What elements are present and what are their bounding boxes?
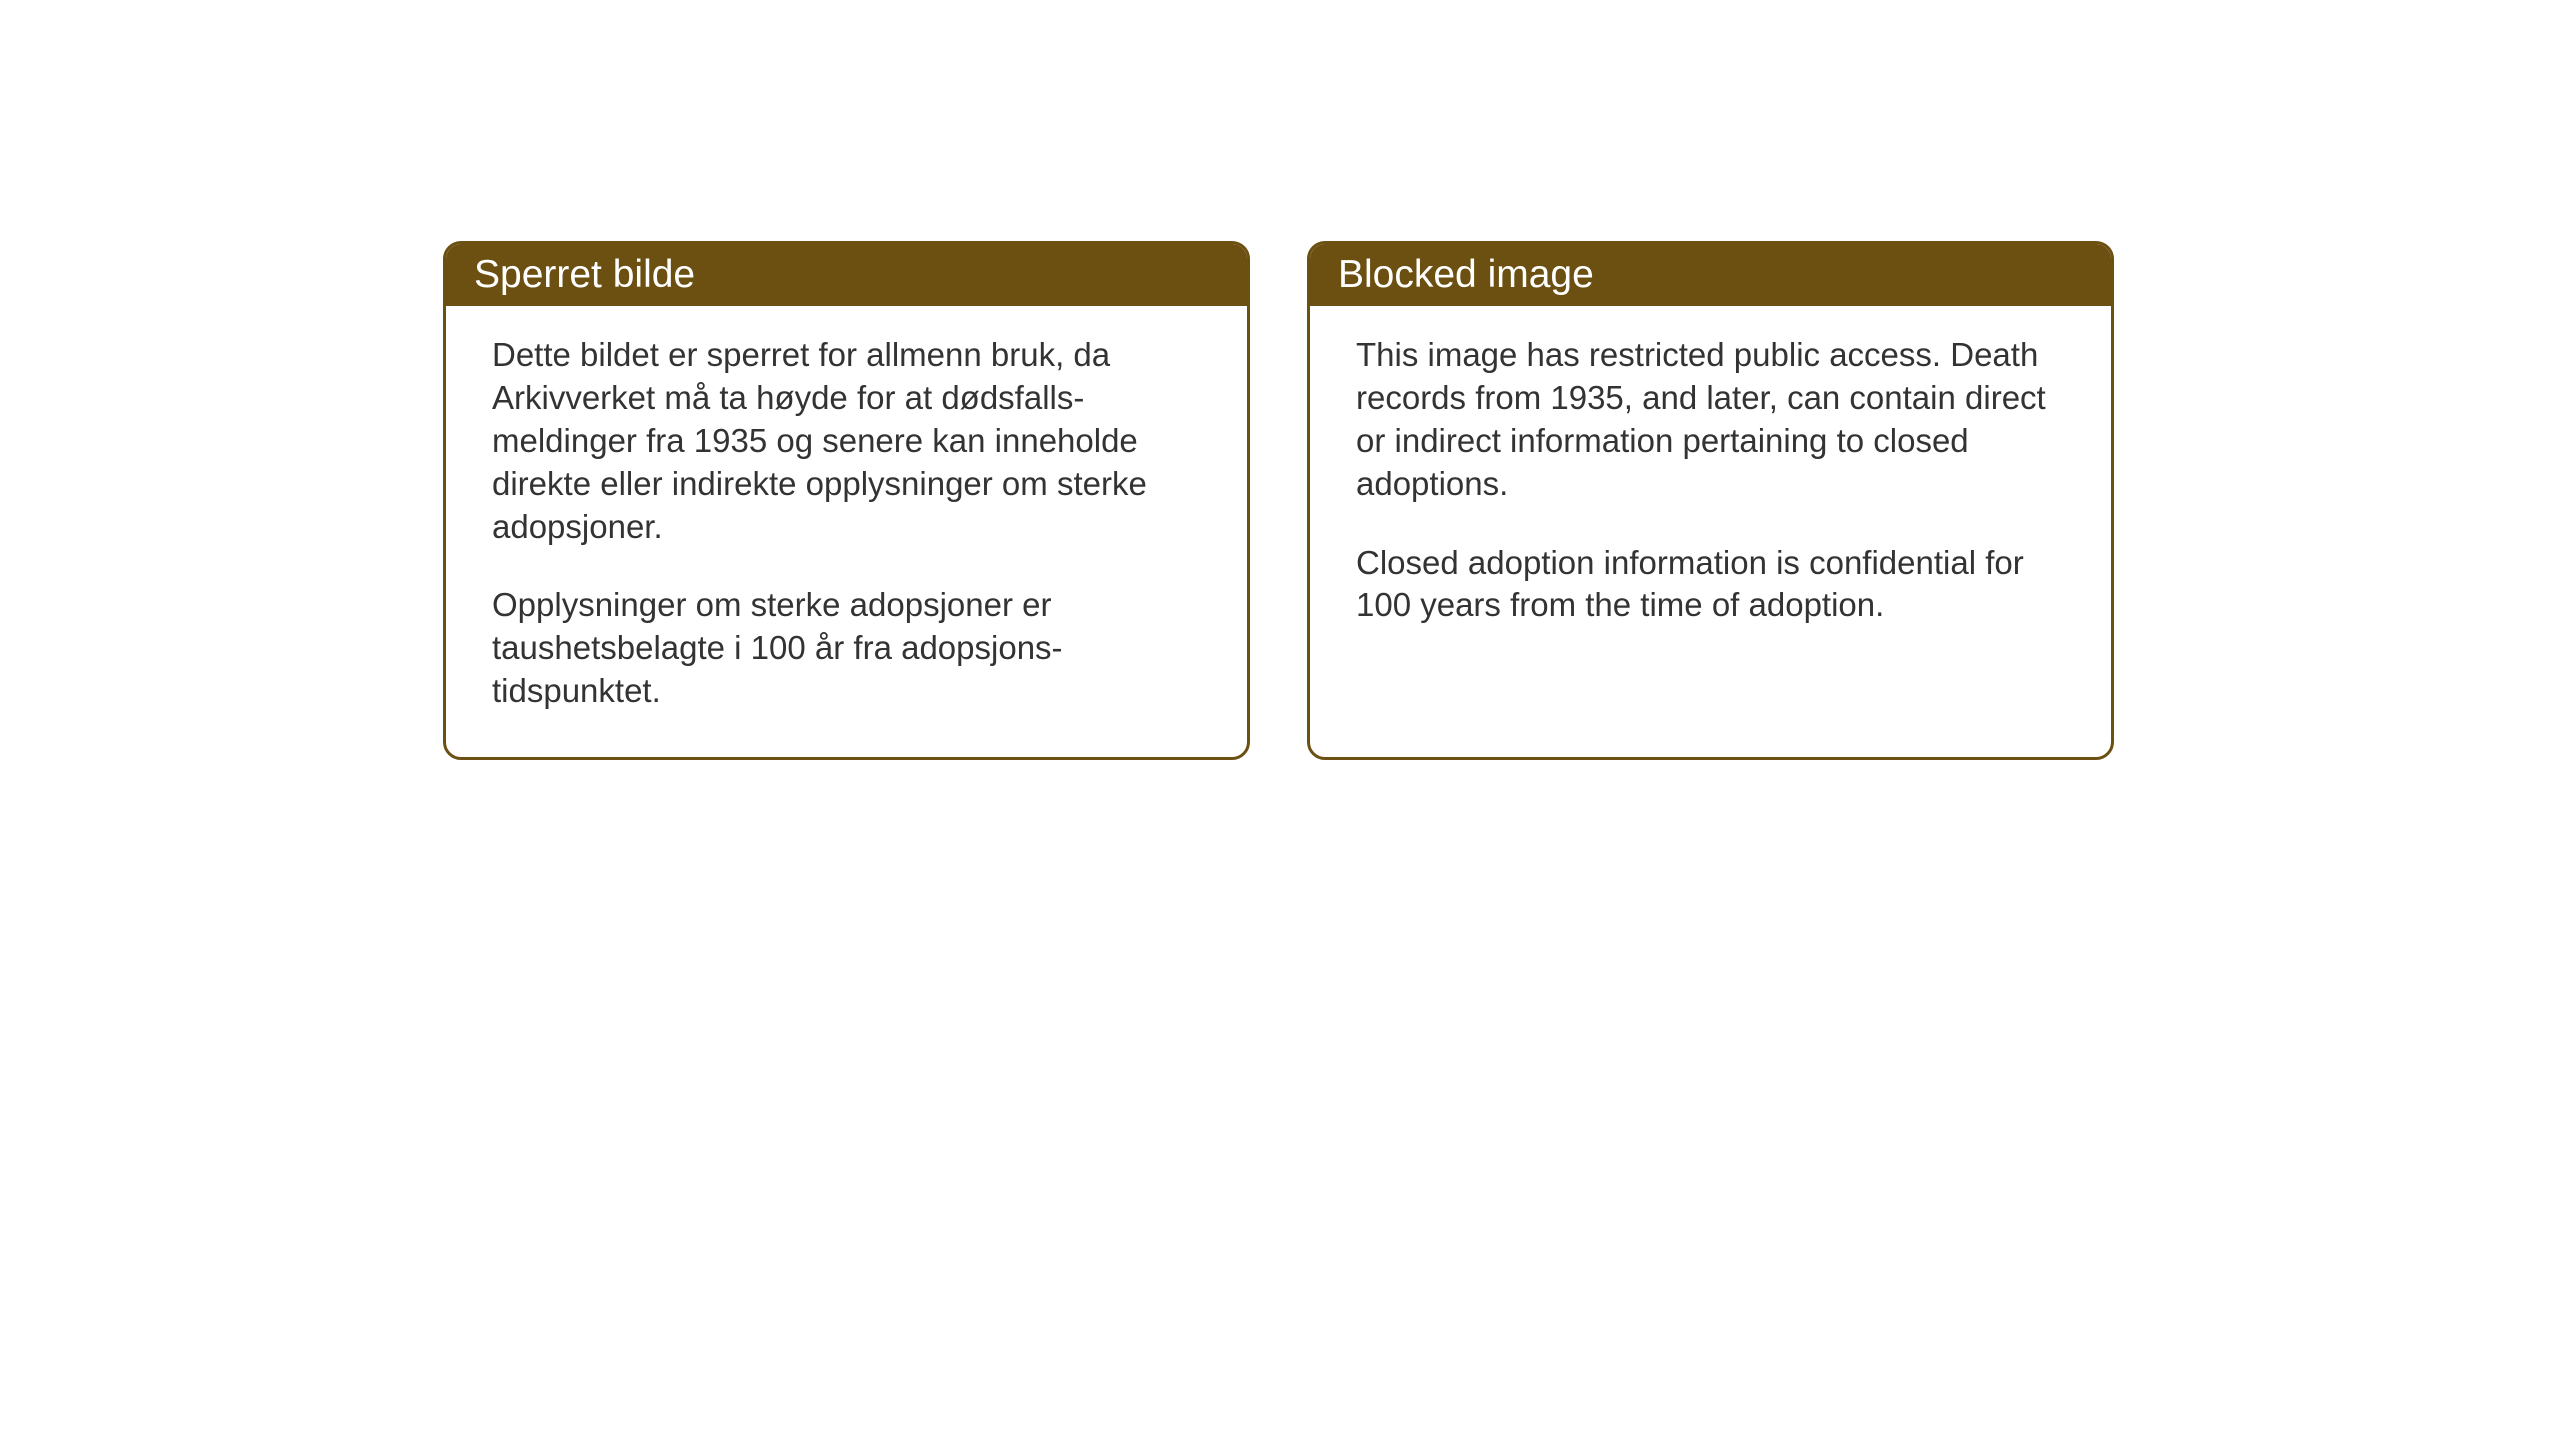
notice-box-english: Blocked image This image has restricted …: [1307, 241, 2114, 760]
notice-title-english: Blocked image: [1338, 253, 1594, 296]
notice-paragraph-1-norwegian: Dette bildet er sperret for allmenn bruk…: [492, 334, 1201, 548]
notice-header-norwegian: Sperret bilde: [446, 244, 1247, 306]
notice-header-english: Blocked image: [1310, 244, 2111, 306]
notice-body-norwegian: Dette bildet er sperret for allmenn bruk…: [446, 306, 1247, 757]
notice-container: Sperret bilde Dette bildet er sperret fo…: [443, 241, 2114, 760]
notice-title-norwegian: Sperret bilde: [474, 253, 695, 296]
notice-box-norwegian: Sperret bilde Dette bildet er sperret fo…: [443, 241, 1250, 760]
notice-paragraph-1-english: This image has restricted public access.…: [1356, 334, 2065, 506]
notice-paragraph-2-norwegian: Opplysninger om sterke adopsjoner er tau…: [492, 584, 1201, 713]
notice-body-english: This image has restricted public access.…: [1310, 306, 2111, 671]
notice-paragraph-2-english: Closed adoption information is confident…: [1356, 542, 2065, 628]
